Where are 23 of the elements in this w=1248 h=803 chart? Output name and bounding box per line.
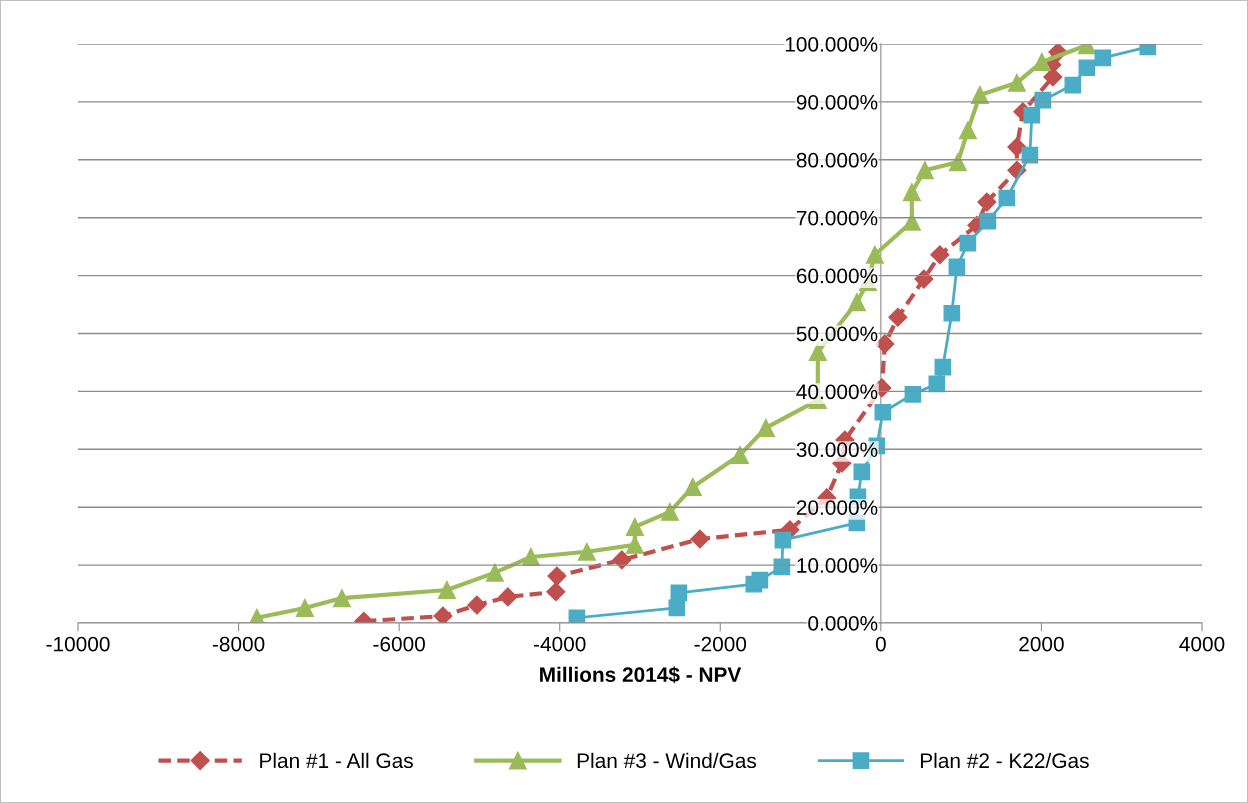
x-tick-label: -6000 xyxy=(373,636,425,652)
x-axis-title: Millions 2014$ - NPV xyxy=(540,666,742,684)
x-tick-label: -10000 xyxy=(46,636,110,652)
x-tick-label: 0 xyxy=(875,636,886,652)
legend-label: Plan #1 - All Gas xyxy=(260,752,413,769)
y-tick-label: 10.000% xyxy=(797,558,878,573)
x-tick-label: 4000 xyxy=(1179,636,1225,652)
y-tick-label: 40.000% xyxy=(796,384,878,400)
y-tick-label: 90.000% xyxy=(796,94,878,110)
legend-label: Plan #2 - K22/Gas xyxy=(920,752,1089,769)
y-tick-label: 80.000% xyxy=(796,152,878,168)
y-tick-label: 20.000% xyxy=(796,500,878,515)
y-tick-label: 60.000% xyxy=(796,268,878,284)
x-tick-label: -4000 xyxy=(534,636,586,652)
x-tick-label: 2000 xyxy=(1019,636,1064,652)
y-tick-label: 70.000% xyxy=(796,210,878,226)
y-tick-label: 30.000% xyxy=(796,442,878,458)
y-tick-label: 50.000% xyxy=(796,326,878,342)
y-tick-label: 100.000% xyxy=(785,37,878,52)
x-tick-label: -2000 xyxy=(694,636,747,652)
y-tick-label: 0.000% xyxy=(808,616,878,631)
legend-label: Plan #3 - Wind/Gas xyxy=(577,752,757,769)
x-tick-label: -8000 xyxy=(212,636,265,652)
